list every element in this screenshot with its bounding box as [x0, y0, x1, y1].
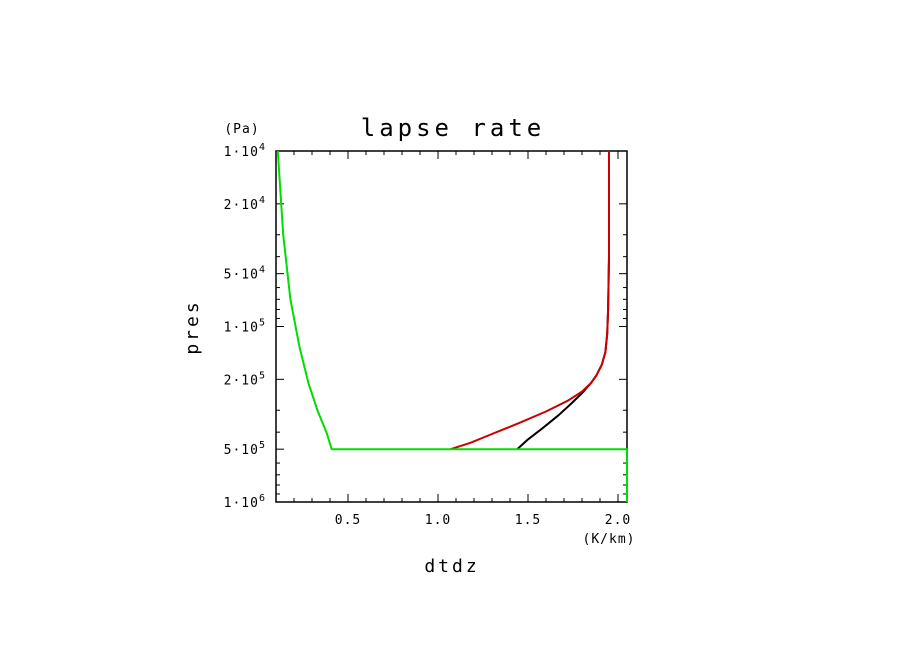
x-tick-label: 0.5: [335, 513, 361, 528]
x-tick-label: 2.0: [605, 513, 631, 528]
series-line-2: [450, 151, 610, 451]
series-line-1: [516, 151, 610, 450]
plot-area: 0.5 1.0 1.5 2.0 1·104 2·104 5·104 1·105 2·105 5·1…: [224, 142, 631, 528]
y-axis-label: pres: [182, 299, 203, 354]
x-axis-unit: (K/km): [583, 532, 636, 547]
x-tick-label: 1.0: [425, 513, 451, 528]
y-axis-unit: (Pa): [224, 122, 259, 137]
y-tick-label: 2·104: [224, 195, 266, 213]
y-tick-label: 1·106: [224, 493, 266, 511]
series-line-3: [276, 150, 628, 502]
x-axis-label: dtdz: [424, 556, 479, 577]
chart-title: lapse rate: [361, 114, 546, 142]
y-tick-label: 1·105: [224, 318, 266, 336]
x-tick-label: 1.5: [515, 513, 541, 528]
y-tick-label: 1·104: [224, 142, 266, 160]
y-tick-label: 5·105: [224, 440, 266, 458]
y-tick-label: 2·105: [224, 370, 266, 388]
y-tick-label: 5·104: [224, 265, 266, 283]
